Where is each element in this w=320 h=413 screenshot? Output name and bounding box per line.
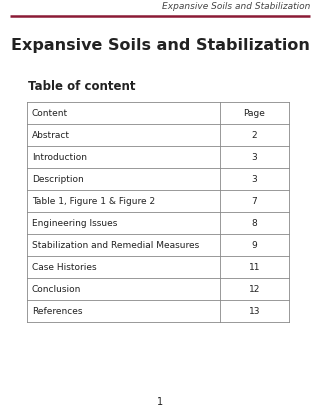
Text: 3: 3 bbox=[252, 175, 257, 184]
Text: Stabilization and Remedial Measures: Stabilization and Remedial Measures bbox=[32, 241, 199, 250]
Text: Abstract: Abstract bbox=[32, 131, 70, 140]
Text: 12: 12 bbox=[249, 285, 260, 294]
Text: Content: Content bbox=[32, 109, 68, 118]
Text: 3: 3 bbox=[252, 153, 257, 162]
Text: 13: 13 bbox=[249, 307, 260, 316]
Text: Table 1, Figure 1 & Figure 2: Table 1, Figure 1 & Figure 2 bbox=[32, 197, 155, 206]
Text: References: References bbox=[32, 307, 83, 316]
Text: Table of content: Table of content bbox=[28, 80, 135, 93]
Text: 11: 11 bbox=[249, 263, 260, 272]
Text: Case Histories: Case Histories bbox=[32, 263, 97, 272]
Text: Engineering Issues: Engineering Issues bbox=[32, 219, 117, 228]
Text: Expansive Soils and Stabilization: Expansive Soils and Stabilization bbox=[162, 2, 310, 11]
Text: Conclusion: Conclusion bbox=[32, 285, 81, 294]
Text: Expansive Soils and Stabilization: Expansive Soils and Stabilization bbox=[11, 38, 309, 53]
Text: 9: 9 bbox=[252, 241, 257, 250]
Text: Description: Description bbox=[32, 175, 84, 184]
Text: 8: 8 bbox=[252, 219, 257, 228]
Text: Page: Page bbox=[244, 109, 265, 118]
Text: 7: 7 bbox=[252, 197, 257, 206]
Text: 2: 2 bbox=[252, 131, 257, 140]
Text: Introduction: Introduction bbox=[32, 153, 87, 162]
Text: 1: 1 bbox=[157, 396, 163, 406]
